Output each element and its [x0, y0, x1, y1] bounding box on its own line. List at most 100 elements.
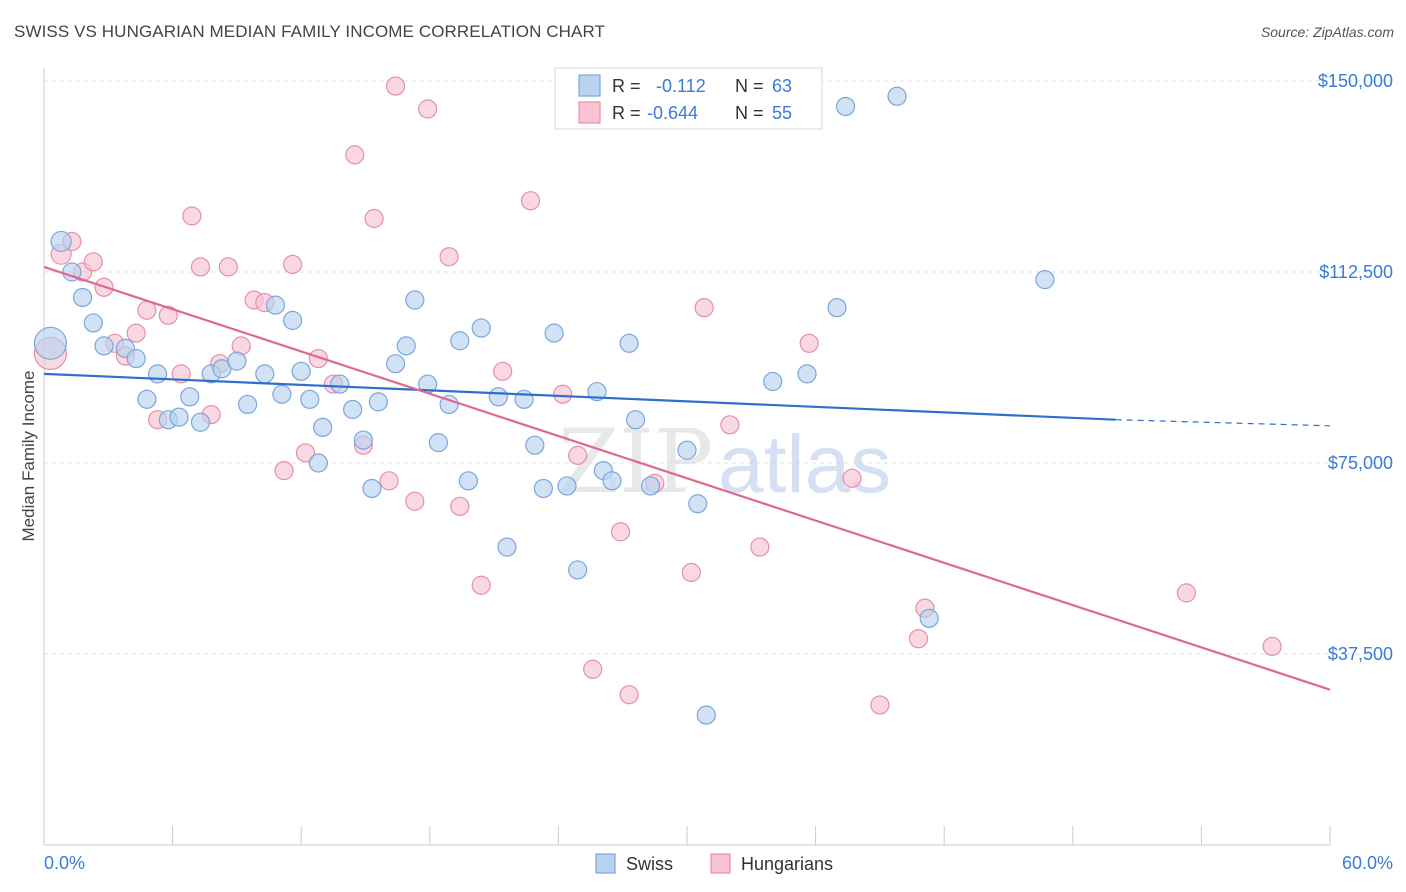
- swiss-point: [300, 389, 320, 409]
- swiss-point: [385, 354, 406, 374]
- hungarian-point: [308, 348, 328, 369]
- hungarian-point: [385, 76, 406, 96]
- swiss-point: [677, 440, 697, 460]
- swiss-trend-extension: [1115, 419, 1331, 427]
- swiss-trend-line: [43, 372, 1116, 421]
- hungarian-point: [274, 461, 294, 481]
- stats-legend: R = -0.112 N = 63 R = -0.644 N = 55: [554, 67, 823, 130]
- swiss-legend-label: Swiss: [626, 854, 673, 874]
- hungarian-point: [182, 206, 202, 226]
- hungarian-point: [842, 468, 862, 488]
- grid-lines: [44, 80, 1393, 655]
- hungarian-point: [450, 496, 470, 516]
- hungarian-point: [190, 257, 211, 277]
- hungarian-point: [379, 471, 399, 491]
- swiss-point: [308, 453, 328, 473]
- swiss-point: [272, 384, 292, 404]
- swiss-r-value: -0.112: [656, 76, 706, 96]
- swiss-point: [343, 399, 363, 420]
- hungarian-point: [471, 575, 491, 595]
- swiss-point: [640, 476, 661, 496]
- hungarian-point: [418, 99, 438, 119]
- hungarian-point: [345, 145, 365, 165]
- swiss-points: [33, 86, 1055, 725]
- trend-lines: [43, 265, 1331, 691]
- x-tick-label-max: 60.0%: [1342, 853, 1393, 873]
- watermark-atlas: atlas: [718, 419, 891, 510]
- hungarian-point: [364, 208, 384, 229]
- swiss-point: [827, 298, 847, 318]
- swiss-point: [137, 389, 157, 409]
- swiss-point: [587, 382, 607, 402]
- swiss-point: [368, 392, 388, 412]
- swiss-legend-swatch: [578, 74, 601, 97]
- swiss-point: [180, 387, 200, 407]
- hungarian-legend-label: Hungarians: [741, 854, 833, 874]
- swiss-point: [330, 374, 350, 394]
- hungarian-legend-icon: [710, 853, 731, 874]
- swiss-point: [619, 333, 639, 353]
- hungarian-trend-line: [43, 265, 1331, 691]
- hungarian-r-label: R =: [612, 103, 641, 123]
- hungarian-point: [694, 298, 714, 318]
- swiss-point: [568, 560, 588, 580]
- swiss-point: [458, 471, 478, 491]
- hungarian-point: [493, 361, 513, 381]
- bottom-legend: Swiss Hungarians: [595, 853, 833, 874]
- hungarian-point: [908, 629, 929, 649]
- swiss-point: [557, 476, 577, 496]
- hungarian-point: [681, 562, 701, 583]
- swiss-point: [126, 348, 146, 369]
- swiss-point: [50, 230, 72, 253]
- hungarian-point: [171, 364, 191, 384]
- swiss-point: [238, 394, 258, 415]
- swiss-point: [544, 323, 564, 343]
- swiss-point: [919, 608, 939, 628]
- hungarian-point: [295, 443, 316, 463]
- y-axis-label: Median Family Income: [19, 370, 38, 541]
- swiss-point: [313, 417, 333, 437]
- hungarian-point: [83, 252, 103, 272]
- hungarian-point: [283, 254, 303, 274]
- hungarian-point: [439, 247, 459, 267]
- hungarian-point: [610, 522, 631, 542]
- swiss-n-label: N =: [735, 76, 764, 96]
- hungarian-point: [799, 333, 819, 353]
- swiss-point: [72, 287, 93, 308]
- swiss-point: [533, 478, 553, 499]
- hungarian-r-value: -0.644: [647, 103, 698, 123]
- hungarian-points: [33, 76, 1282, 715]
- swiss-point: [291, 361, 311, 381]
- hungarian-point: [553, 384, 573, 404]
- swiss-point: [488, 387, 508, 407]
- swiss-point: [602, 471, 622, 491]
- source-credit: Source: ZipAtlas.com: [1260, 24, 1394, 40]
- hungarian-point: [520, 191, 541, 211]
- swiss-point: [33, 326, 68, 360]
- swiss-point: [255, 364, 275, 384]
- y-tick-label: $112,500: [1319, 262, 1393, 282]
- swiss-point: [1035, 270, 1055, 290]
- swiss-point: [525, 435, 545, 455]
- hungarian-point: [619, 685, 639, 705]
- swiss-point: [83, 313, 103, 333]
- swiss-point: [169, 407, 189, 427]
- swiss-point: [497, 537, 517, 557]
- hungarian-n-value: 55: [772, 103, 792, 123]
- swiss-point: [147, 364, 168, 384]
- y-tick-label: $37,500: [1328, 644, 1393, 664]
- hungarian-point: [1176, 583, 1196, 603]
- hungarian-point: [405, 491, 425, 511]
- swiss-point: [428, 433, 448, 453]
- swiss-legend-icon: [595, 853, 616, 874]
- swiss-point: [439, 394, 459, 415]
- hungarian-point: [158, 305, 178, 325]
- hungarian-point: [870, 695, 890, 715]
- tick-labels: $37,500 $75,000 $112,500 $150,000 0.0% 60.0%: [44, 71, 1393, 873]
- swiss-point: [362, 478, 382, 499]
- y-tick-label: $150,000: [1318, 71, 1393, 91]
- swiss-point: [450, 331, 470, 351]
- swiss-point: [836, 96, 856, 117]
- hungarian-point: [568, 445, 588, 465]
- swiss-point: [763, 371, 783, 392]
